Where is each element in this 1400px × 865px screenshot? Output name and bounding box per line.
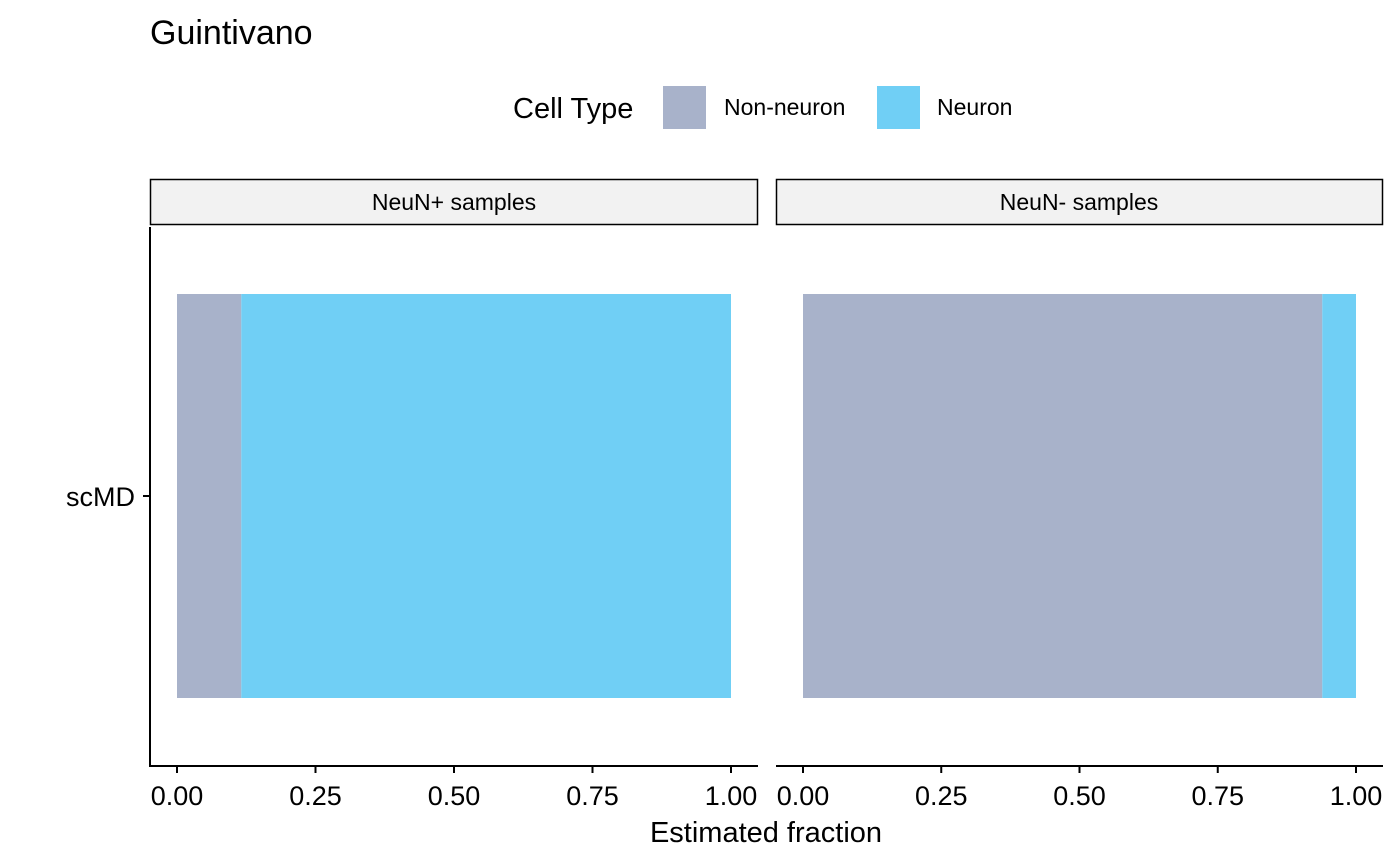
bar-segment-non-neuron-facet-2 [803,294,1323,698]
x-tick-label-facet-2-0: 0.00 [777,781,830,811]
x-tick-label-facet-2-2: 0.50 [1053,781,1106,811]
x-axis-label: Estimated fraction [650,817,882,849]
bar-segment-neuron-facet-1 [241,294,731,698]
x-tick-label-facet-1-0: 0.00 [151,781,204,811]
bars-layer [177,294,1356,698]
x-tick-label-facet-2-1: 0.25 [915,781,968,811]
legend-swatch-non-neuron [663,86,706,129]
axes-layer: scMD 0.00 0.25 0.50 0.75 1.00 0.00 0.25 0.50 0.7… [66,227,1383,811]
legend-title: Cell Type [513,93,633,125]
facet-label-neun-minus: NeuN- samples [1000,189,1159,215]
legend-label-non-neuron: Non-neuron [724,94,845,120]
legend: Cell Type Non-neuron Neuron [513,86,1012,129]
x-tick-label-facet-2-3: 0.75 [1191,781,1244,811]
chart-title: Guintivano [150,14,313,52]
x-tick-label-facet-1-2: 0.50 [428,781,481,811]
facet-strip-neun-plus [149,178,759,226]
y-tick-label: scMD [66,482,135,512]
legend-swatch-neuron [877,86,920,129]
facet-label-neun-plus: NeuN+ samples [372,189,536,215]
legend-label-neuron: Neuron [937,94,1012,120]
x-tick-label-facet-1-3: 0.75 [566,781,619,811]
x-tick-label-facet-1-4: 1.00 [705,781,758,811]
x-tick-label-facet-1-1: 0.25 [289,781,342,811]
bar-segment-non-neuron-facet-1 [177,294,242,698]
bar-segment-neuron-facet-2 [1322,294,1356,698]
facet-strip-neun-minus [775,178,1384,226]
x-tick-label-facet-2-4: 1.00 [1330,781,1383,811]
